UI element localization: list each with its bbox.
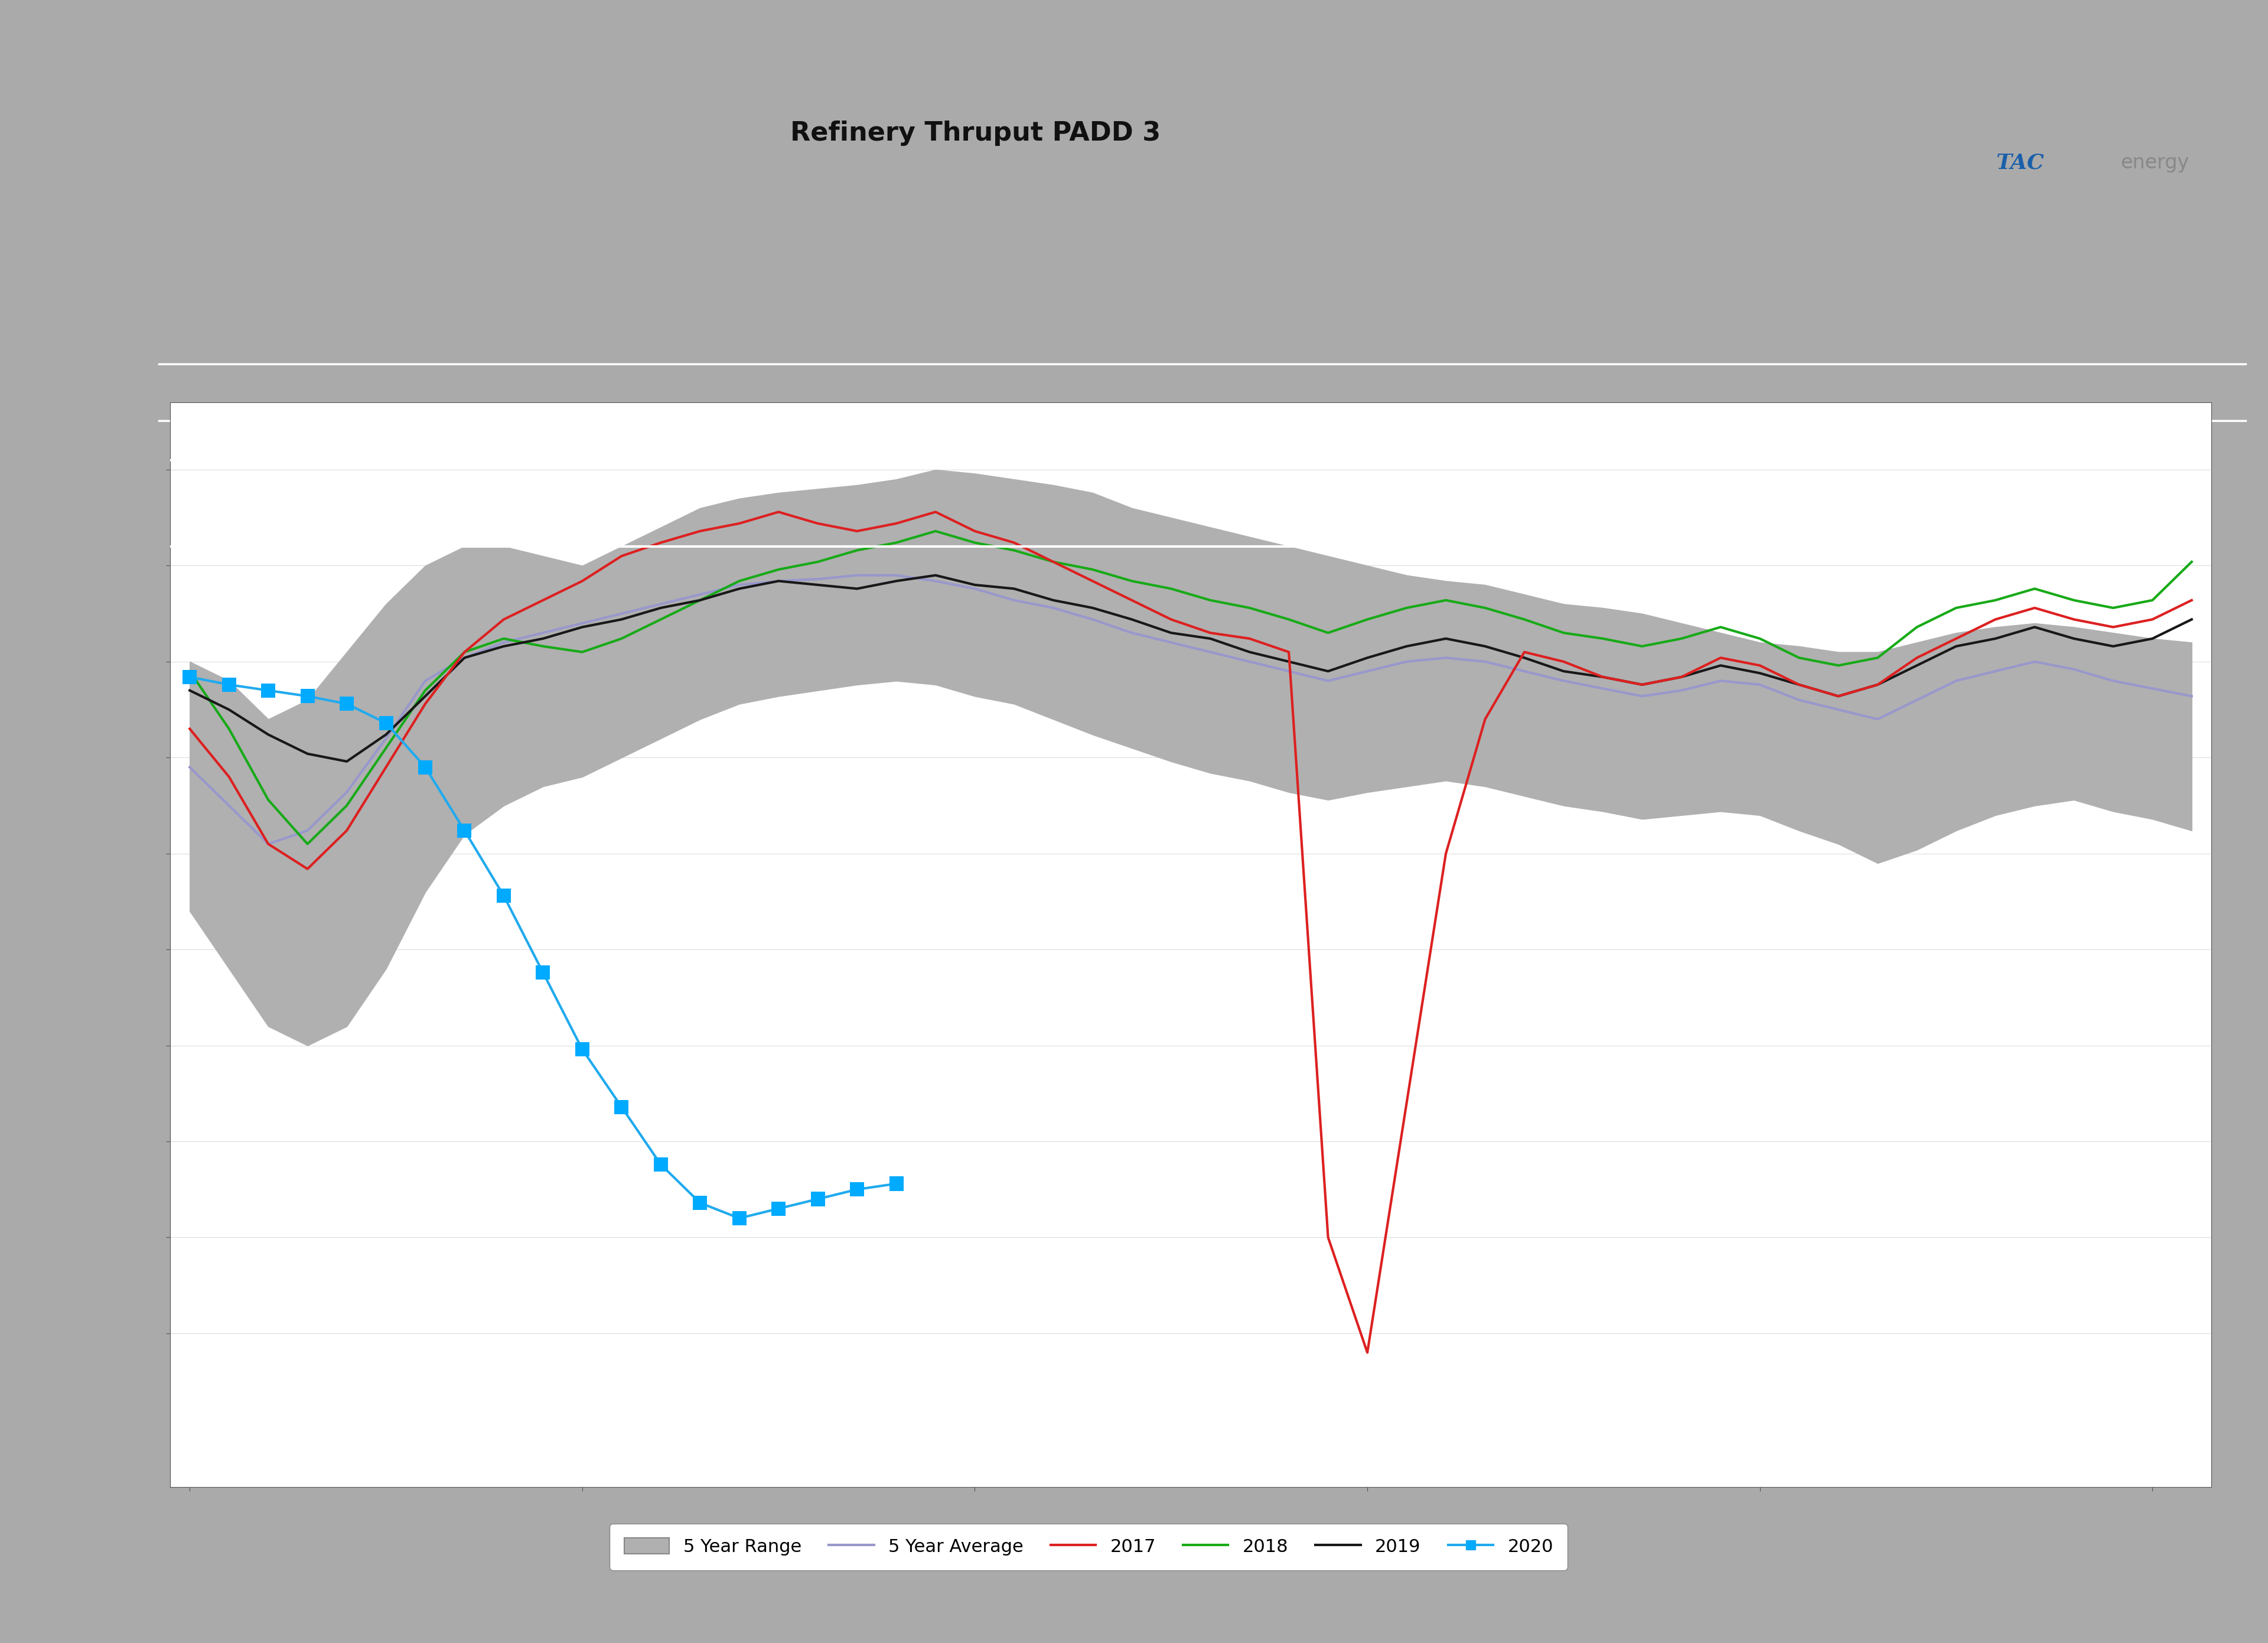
- Point: [524, 960, 560, 986]
- Point: [408, 754, 445, 780]
- Point: [485, 882, 522, 909]
- Text: energy: energy: [2121, 153, 2189, 173]
- Text: TAC: TAC: [1996, 153, 2043, 173]
- Point: [721, 1204, 758, 1231]
- Point: [603, 1094, 640, 1121]
- Point: [172, 664, 209, 690]
- Point: [683, 1190, 719, 1216]
- Point: [447, 817, 483, 843]
- Point: [642, 1152, 678, 1178]
- Point: [839, 1176, 875, 1203]
- Point: [211, 672, 247, 698]
- Point: [565, 1037, 601, 1063]
- Point: [329, 690, 365, 716]
- Point: [760, 1196, 796, 1222]
- Point: [290, 683, 327, 710]
- Point: [801, 1186, 837, 1213]
- Point: [249, 677, 286, 703]
- Point: [367, 710, 404, 736]
- Point: [878, 1170, 914, 1196]
- Text: Refinery Thruput PADD 3: Refinery Thruput PADD 3: [789, 120, 1161, 146]
- Legend: 5 Year Range, 5 Year Average, 2017, 2018, 2019, 2020: 5 Year Range, 5 Year Average, 2017, 2018…: [610, 1523, 1567, 1571]
